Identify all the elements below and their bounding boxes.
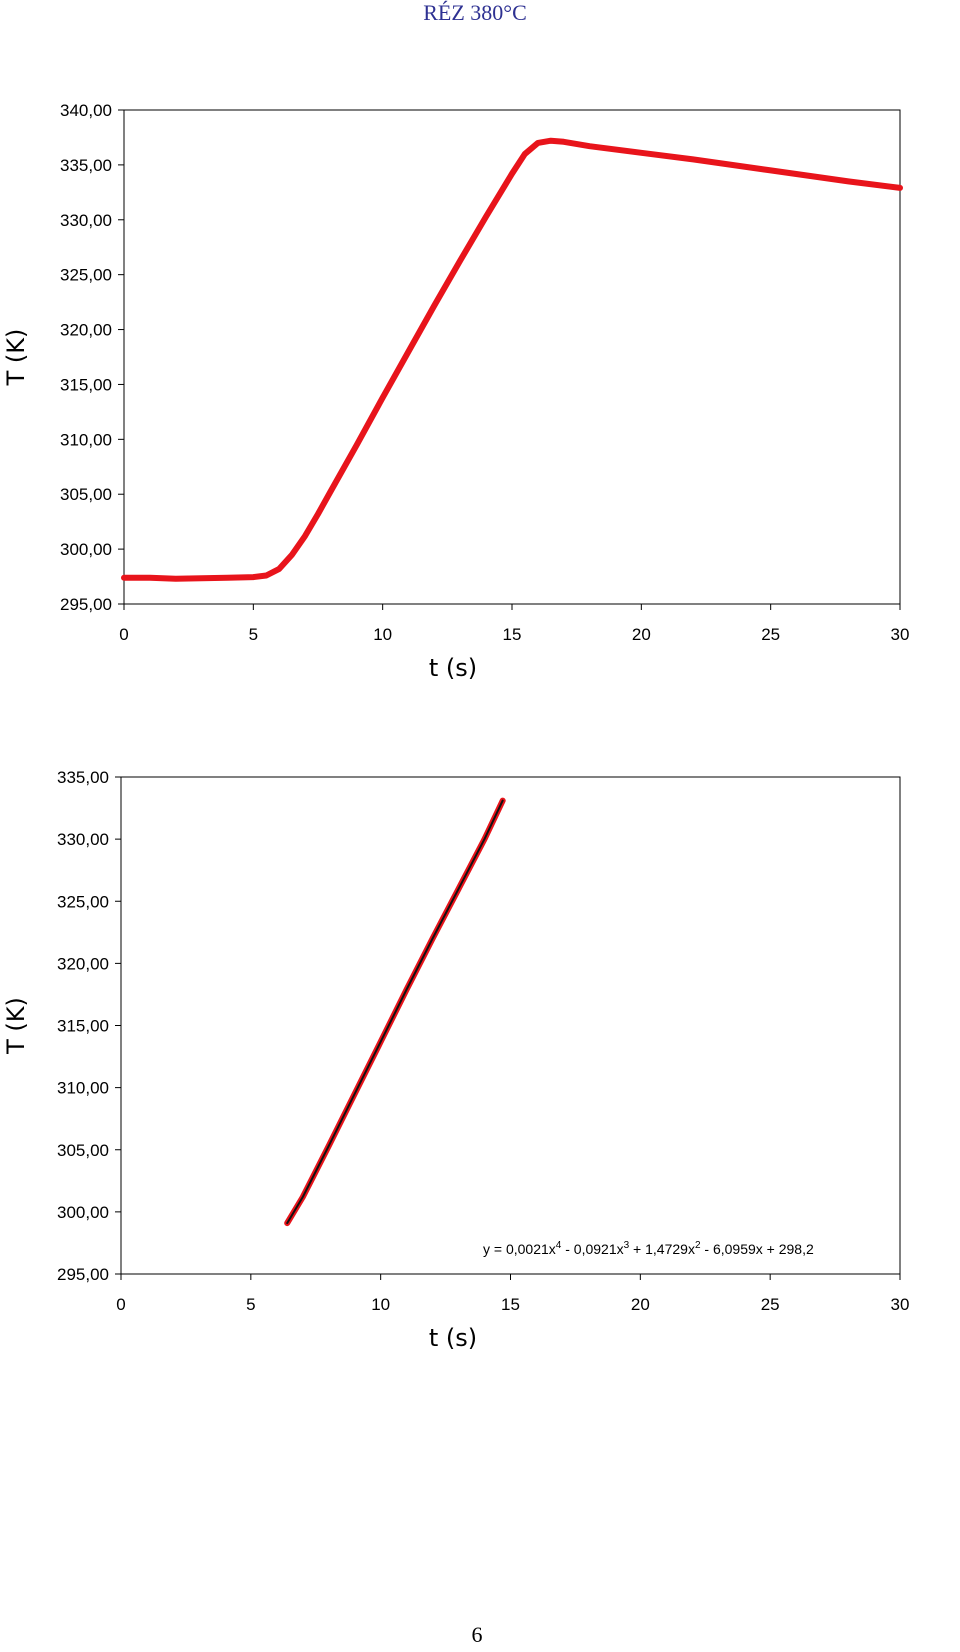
- y-tick-label: 320,00: [60, 321, 112, 340]
- y-tick-label: 330,00: [57, 830, 109, 849]
- x-tick-label: 25: [761, 1295, 780, 1314]
- y-tick-label: 315,00: [57, 1017, 109, 1036]
- equation-exponent: 4: [556, 1240, 562, 1251]
- x-axis-title: t (s): [429, 654, 477, 682]
- x-tick-label: 20: [631, 1295, 650, 1314]
- x-tick-label: 15: [501, 1295, 520, 1314]
- y-tick-label: 300,00: [57, 1203, 109, 1222]
- x-tick-label: 10: [373, 625, 392, 644]
- y-tick-label: 335,00: [60, 156, 112, 175]
- data-line: [286, 799, 504, 1225]
- y-axis-title: T (K): [2, 329, 30, 387]
- y-tick-label: 320,00: [57, 954, 109, 973]
- y-axis-title: T (K): [2, 997, 30, 1055]
- trend-equation: y = 0,0021x4 - 0,0921x3 + 1,4729x2 - 6,0…: [483, 1240, 814, 1257]
- x-tick-label: 5: [249, 625, 258, 644]
- equation-part: - 0,0921x: [561, 1241, 623, 1257]
- data-line: [121, 137, 903, 582]
- x-tick-label: 25: [761, 625, 780, 644]
- y-tick-label: 305,00: [57, 1141, 109, 1160]
- x-tick-label: 20: [632, 625, 651, 644]
- x-tick-label: 30: [891, 625, 910, 644]
- y-tick-label: 315,00: [60, 375, 112, 394]
- equation-part: y = 0,0021x: [483, 1241, 556, 1257]
- x-tick-label: 0: [119, 625, 128, 644]
- x-axis-title: t (s): [429, 1324, 477, 1352]
- equation-exponent: 2: [695, 1240, 701, 1251]
- y-tick-label: 295,00: [57, 1265, 109, 1284]
- plot-frame: [120, 776, 901, 1275]
- page-header: RÉZ 380°C: [423, 0, 527, 25]
- y-tick-label: 325,00: [57, 892, 109, 911]
- y-tick-label: 325,00: [60, 266, 112, 285]
- plot-frame: [123, 109, 901, 605]
- y-tick-label: 300,00: [60, 540, 112, 559]
- y-tick-label: 310,00: [60, 430, 112, 449]
- equation-part: + 1,4729x: [629, 1241, 695, 1257]
- x-tick-label: 15: [503, 625, 522, 644]
- y-tick-label: 335,00: [57, 768, 109, 787]
- x-tick-label: 5: [246, 1295, 255, 1314]
- equation-exponent: 3: [624, 1240, 630, 1251]
- y-tick-label: 340,00: [60, 101, 112, 120]
- y-tick-label: 310,00: [57, 1079, 109, 1098]
- y-tick-label: 330,00: [60, 211, 112, 230]
- x-tick-label: 10: [371, 1295, 390, 1314]
- page-number: 6: [472, 1622, 483, 1647]
- x-tick-label: 30: [891, 1295, 910, 1314]
- y-tick-label: 295,00: [60, 595, 112, 614]
- x-tick-label: 0: [116, 1295, 125, 1314]
- y-tick-label: 305,00: [60, 485, 112, 504]
- equation-part: - 6,0959x + 298,2: [701, 1241, 814, 1257]
